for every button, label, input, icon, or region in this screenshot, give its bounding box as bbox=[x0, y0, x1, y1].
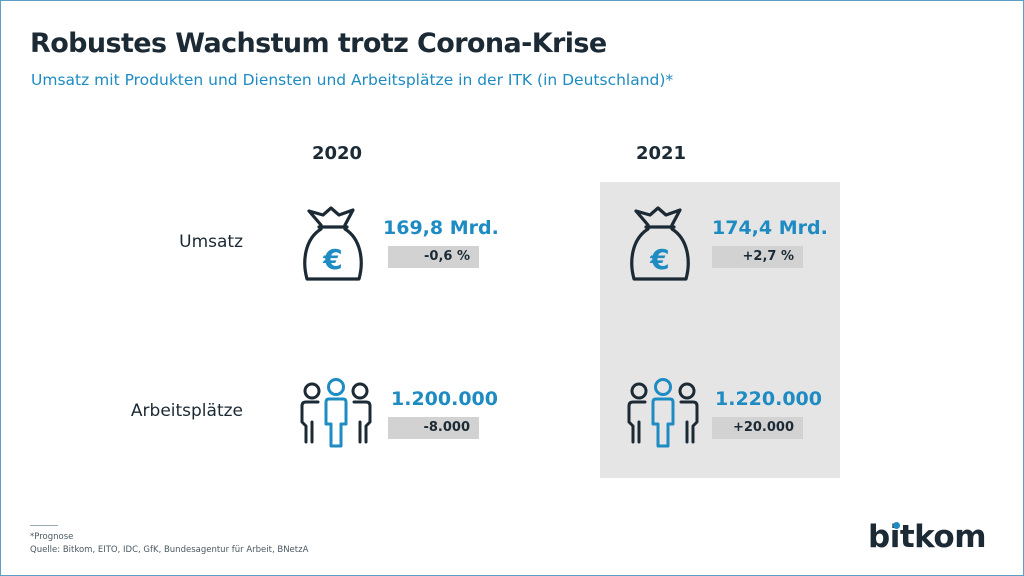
value-umsatz-2020: 169,8 Mrd. bbox=[383, 217, 499, 239]
svg-text:€: € bbox=[322, 243, 342, 276]
footnote-divider bbox=[30, 525, 58, 526]
footnote-source: Quelle: Bitkom, EITO, IDC, GfK, Bundesag… bbox=[30, 545, 309, 555]
change-umsatz-2020: -0,6 % bbox=[388, 246, 479, 268]
row-label-arbeitsplaetze: Arbeitsplätze bbox=[130, 401, 243, 421]
bitkom-logo-dot bbox=[893, 522, 900, 529]
value-umsatz-2021: 174,4 Mrd. bbox=[712, 217, 828, 239]
value-arbeitsplaetze-2021: 1.220.000 bbox=[715, 388, 822, 410]
money-bag-euro-icon: € bbox=[630, 206, 690, 281]
value-arbeitsplaetze-2020: 1.200.000 bbox=[391, 388, 498, 410]
money-bag-euro-icon: € bbox=[303, 206, 363, 281]
svg-text:€: € bbox=[649, 243, 669, 276]
change-arbeitsplaetze-2021: +20.000 bbox=[712, 417, 803, 439]
year-header-2021: 2021 bbox=[635, 143, 687, 164]
change-arbeitsplaetze-2020: -8.000 bbox=[388, 417, 479, 439]
row-label-umsatz: Umsatz bbox=[179, 232, 243, 252]
change-umsatz-2021: +2,7 % bbox=[712, 246, 803, 268]
footnote-prognose: *Prognose bbox=[30, 532, 74, 542]
bitkom-logo: bitkom bbox=[868, 519, 987, 555]
people-group-icon bbox=[300, 378, 372, 448]
chart-title: Robustes Wachstum trotz Corona-Krise bbox=[30, 28, 607, 59]
chart-subtitle: Umsatz mit Produkten und Diensten und Ar… bbox=[31, 71, 674, 89]
people-group-icon bbox=[627, 378, 699, 448]
year-header-2020: 2020 bbox=[311, 143, 363, 164]
